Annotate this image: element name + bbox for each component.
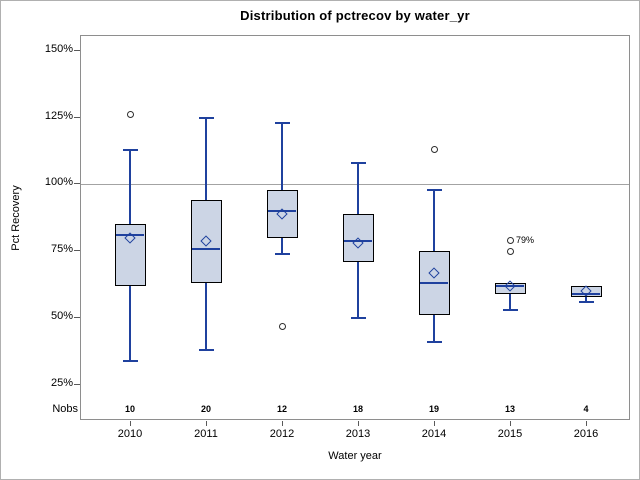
y-tick-mark (74, 317, 80, 319)
mean-diamond (504, 280, 516, 292)
y-tick-label: 75% (50, 243, 73, 256)
lower-whisker-cap (122, 359, 138, 362)
box-group-2010 (81, 36, 629, 419)
box-group-2014 (81, 36, 629, 419)
x-tick-label: 2014 (421, 428, 447, 440)
y-tick-label: 50% (50, 310, 73, 323)
upper-whisker (205, 117, 207, 201)
x-tick-mark (205, 421, 207, 426)
box-group-2011 (81, 36, 629, 419)
mean-diamond (124, 232, 136, 244)
mean-diamond (428, 266, 440, 279)
x-tick-label: 2010 (117, 428, 143, 440)
iqr-box (342, 213, 374, 262)
x-tick-label: 2016 (573, 428, 599, 440)
box-group-2013 (81, 36, 629, 419)
outlier-point (126, 111, 134, 119)
iqr-box (418, 251, 450, 316)
outlier-point (430, 146, 438, 154)
y-tick-label: 125% (44, 109, 73, 122)
lower-whisker-cap (426, 341, 442, 344)
x-tick-mark (509, 421, 511, 426)
iqr-box (266, 189, 298, 238)
upper-whisker-cap (350, 161, 366, 164)
lower-whisker (281, 237, 283, 254)
x-tick-mark (357, 421, 359, 426)
upper-whisker-cap (198, 116, 214, 119)
lower-whisker (509, 294, 511, 311)
upper-whisker-cap (122, 148, 138, 151)
y-tick-mark (74, 383, 80, 385)
nobs-value: 19 (428, 404, 439, 414)
plot-area: 10 20 12 18 19 79% 13 4 (80, 35, 630, 420)
y-tick-mark (74, 116, 80, 118)
mean-diamond (276, 208, 288, 220)
box-group-2016 (81, 36, 629, 419)
y-tick-label: 150% (44, 42, 73, 55)
upper-whisker (129, 149, 131, 225)
y-tick-label: 25% (50, 376, 73, 389)
lower-whisker-cap (578, 301, 594, 304)
iqr-box (114, 224, 146, 286)
nobs-value: 10 (124, 404, 135, 414)
median-line (420, 282, 448, 285)
reference-line (81, 183, 629, 185)
upper-whisker (433, 189, 435, 252)
box-group-2012 (81, 36, 629, 419)
outlier-label: 79% (516, 234, 535, 245)
median-line (496, 284, 524, 287)
median-line (344, 239, 372, 242)
upper-whisker (281, 122, 283, 190)
y-tick-mark (74, 49, 80, 51)
nobs-value: 18 (352, 404, 363, 414)
nobs-value: 12 (276, 404, 287, 414)
lower-whisker (357, 261, 359, 319)
outlier-point (278, 322, 286, 330)
y-axis-title: Pct Recovery (10, 185, 22, 251)
outlier-point (506, 247, 514, 255)
nobs-row-label: Nobs (52, 403, 78, 415)
y-tick-label: 100% (44, 176, 73, 189)
x-tick-label: 2011 (194, 428, 218, 440)
upper-whisker-cap (426, 188, 442, 191)
iqr-box (494, 283, 526, 294)
iqr-box (190, 200, 222, 284)
x-tick-label: 2015 (497, 428, 523, 440)
mean-diamond (352, 237, 364, 249)
chart-title: Distribution of pctrecov by water_yr (240, 8, 470, 23)
lower-whisker (129, 285, 131, 361)
median-line (192, 247, 220, 250)
nobs-value: 20 (200, 404, 211, 414)
x-tick-label: 2012 (269, 428, 295, 440)
lower-whisker-cap (198, 349, 214, 352)
lower-whisker-cap (274, 252, 290, 255)
lower-whisker (205, 283, 207, 351)
box-group-2015: 79% (81, 36, 629, 419)
y-tick-mark (74, 183, 80, 185)
median-line (268, 210, 296, 213)
x-tick-mark (585, 421, 587, 426)
y-tick-mark (74, 250, 80, 252)
mean-diamond (580, 285, 592, 297)
nobs-value: 4 (583, 404, 589, 414)
nobs-value: 13 (504, 404, 515, 414)
lower-whisker (585, 296, 587, 303)
lower-whisker-cap (350, 317, 366, 320)
outlier-point (506, 237, 514, 245)
median-line (116, 234, 144, 237)
upper-whisker-cap (274, 121, 290, 124)
upper-whisker (357, 162, 359, 214)
x-tick-mark (281, 421, 283, 426)
x-tick-mark (433, 421, 435, 426)
iqr-box (570, 285, 602, 297)
median-line (572, 293, 600, 295)
x-tick-label: 2013 (345, 428, 371, 440)
x-axis-title: Water year (328, 450, 382, 462)
mean-diamond (200, 234, 212, 247)
lower-whisker-cap (502, 309, 518, 312)
lower-whisker (433, 315, 435, 343)
x-tick-mark (129, 421, 131, 426)
